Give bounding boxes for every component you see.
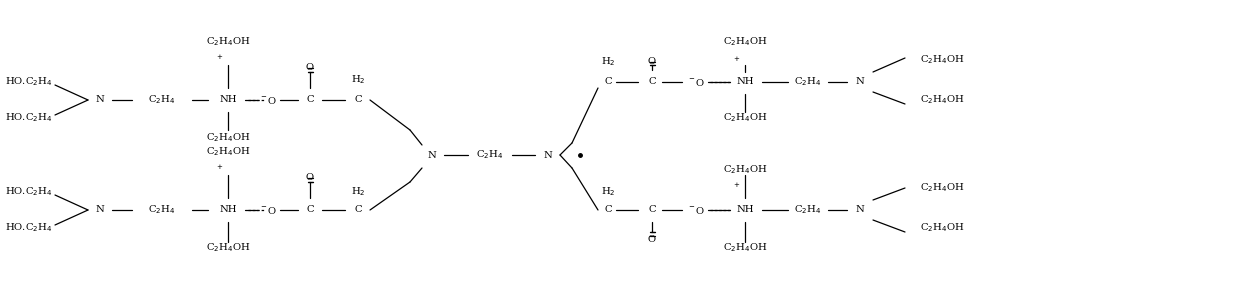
Text: HO.C$_2$H$_4$: HO.C$_2$H$_4$ [5, 76, 52, 88]
Text: C: C [354, 206, 362, 215]
Text: O: O [306, 64, 313, 73]
Text: C$_2$H$_4$OH: C$_2$H$_4$OH [921, 222, 964, 234]
Text: C$_2$H$_4$OH: C$_2$H$_4$OH [722, 112, 767, 124]
Text: N: N [544, 150, 553, 160]
Text: N: N [427, 150, 436, 160]
Text: N: N [95, 95, 104, 104]
Text: C$_2$H$_4$OH: C$_2$H$_4$OH [206, 146, 250, 158]
Text: C$_2$H$_4$OH: C$_2$H$_4$OH [722, 242, 767, 254]
Text: C$_2$H$_4$: C$_2$H$_4$ [149, 203, 176, 216]
Text: C: C [306, 206, 313, 215]
Text: C: C [306, 95, 313, 104]
Text: C$_2$H$_4$OH: C$_2$H$_4$OH [921, 54, 964, 67]
Text: C: C [648, 77, 655, 86]
Text: HO.C$_2$H$_4$: HO.C$_2$H$_4$ [5, 222, 52, 234]
Text: O: O [648, 57, 657, 67]
Text: $^+$: $^+$ [216, 55, 223, 64]
Text: NH: NH [736, 77, 753, 86]
Text: $^+$: $^+$ [732, 184, 741, 193]
Text: C$_2$H$_4$OH: C$_2$H$_4$OH [206, 132, 250, 144]
Text: N: N [856, 206, 865, 215]
Text: C$_2$H$_4$OH: C$_2$H$_4$OH [921, 94, 964, 106]
Text: C$_2$H$_4$: C$_2$H$_4$ [794, 76, 821, 88]
Text: C$_2$H$_4$: C$_2$H$_4$ [476, 149, 504, 161]
Text: HO.C$_2$H$_4$: HO.C$_2$H$_4$ [5, 112, 52, 124]
Text: H$_2$: H$_2$ [601, 56, 616, 68]
Text: NH: NH [219, 95, 237, 104]
Text: $^-$O: $^-$O [686, 204, 705, 216]
Text: N: N [95, 206, 104, 215]
Text: $^-$O: $^-$O [259, 95, 278, 105]
Text: C$_2$H$_4$OH: C$_2$H$_4$OH [722, 36, 767, 48]
Text: $^-$O: $^-$O [259, 204, 278, 216]
Text: $^-$O: $^-$O [686, 76, 705, 88]
Text: H$_2$: H$_2$ [601, 186, 616, 198]
Text: H$_2$: H$_2$ [351, 186, 366, 198]
Text: C$_2$H$_4$: C$_2$H$_4$ [794, 203, 821, 216]
Text: HO.C$_2$H$_4$: HO.C$_2$H$_4$ [5, 186, 52, 198]
Text: NH: NH [736, 206, 753, 215]
Text: NH: NH [219, 206, 237, 215]
Text: C$_2$H$_4$OH: C$_2$H$_4$OH [206, 242, 250, 254]
Text: C$_2$H$_4$OH: C$_2$H$_4$OH [206, 36, 250, 48]
Text: C$_2$H$_4$: C$_2$H$_4$ [149, 94, 176, 106]
Text: N: N [856, 77, 865, 86]
Text: O: O [648, 235, 657, 244]
Text: C$_2$H$_4$OH: C$_2$H$_4$OH [921, 182, 964, 194]
Text: $^+$: $^+$ [216, 166, 223, 175]
Text: C: C [605, 77, 612, 86]
Text: C: C [354, 95, 362, 104]
Text: C$_2$H$_4$OH: C$_2$H$_4$OH [722, 164, 767, 176]
Text: H$_2$: H$_2$ [351, 74, 366, 86]
Text: $^+$: $^+$ [732, 57, 741, 67]
Text: C: C [605, 206, 612, 215]
Text: O: O [306, 173, 313, 182]
Text: C: C [648, 206, 655, 215]
